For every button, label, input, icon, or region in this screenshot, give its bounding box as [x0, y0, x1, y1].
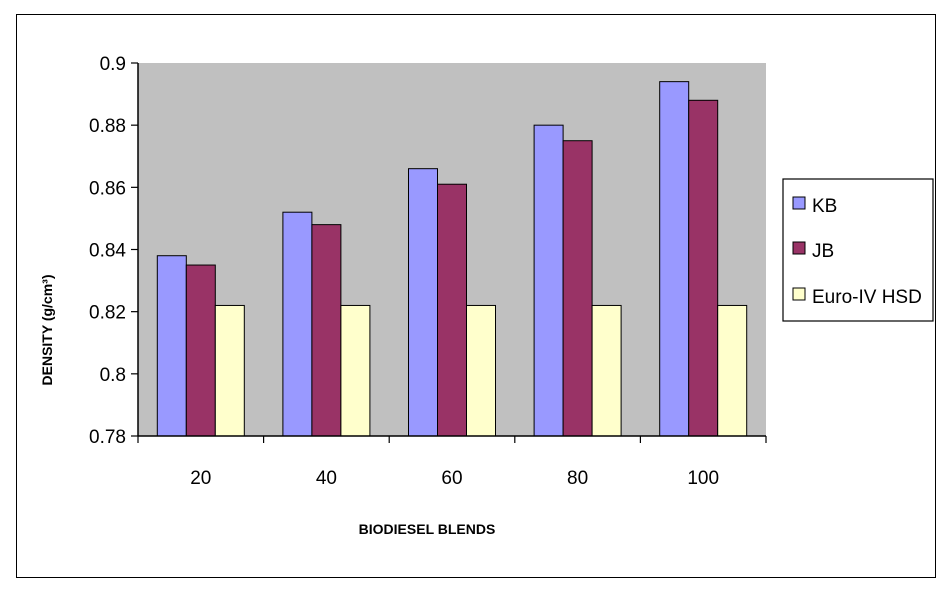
x-tick-label: 20	[190, 468, 211, 489]
bars-group	[156, 81, 748, 437]
legend-swatch	[792, 196, 806, 210]
y-tick-label: 0.86	[89, 178, 126, 199]
y-axis-title: DENSITY (g/cm³)	[39, 275, 55, 386]
y-tick-label: 0.78	[89, 427, 126, 448]
x-axis: 20 40 60 80 100	[137, 435, 767, 489]
bar-euro-iv-hsd-80	[591, 304, 622, 437]
bar-jb-60	[437, 183, 467, 437]
bar-euro-iv-hsd-60	[466, 304, 496, 437]
bar-kb-40	[282, 211, 313, 437]
legend-box	[782, 178, 934, 322]
bar-jb-80	[562, 140, 593, 437]
bar-euro-iv-hsd-40	[340, 304, 371, 437]
x-tick-label: 100	[687, 468, 719, 489]
y-tick-label: 0.9	[100, 54, 126, 75]
y-tick-label: 0.8	[100, 365, 126, 386]
bar-kb-80	[533, 124, 564, 437]
x-axis-title: BIODIESEL BLENDS	[359, 521, 496, 537]
bar-euro-iv-hsd-100	[717, 304, 748, 437]
legend-label: JB	[812, 241, 834, 262]
y-tick-label: 0.88	[89, 116, 126, 137]
bar-jb-40	[311, 224, 342, 437]
legend-items: KB JB Euro-IV HSD	[792, 196, 922, 308]
bar-kb-20	[156, 255, 187, 437]
x-tick-label: 80	[567, 468, 588, 489]
y-tick-label: 0.82	[89, 303, 126, 324]
bar-euro-iv-hsd-20	[214, 304, 245, 437]
bar-kb-60	[408, 168, 438, 437]
legend-label: Euro-IV HSD	[812, 287, 922, 308]
x-tick-label: 40	[316, 468, 337, 489]
legend-swatch	[792, 287, 806, 301]
y-tick-label: 0.84	[89, 241, 126, 262]
legend: KB JB Euro-IV HSD	[782, 178, 934, 322]
legend-label: KB	[812, 196, 837, 217]
y-axis: 0.78 0.8 0.82 0.84 0.86 0.88 0.9	[89, 54, 139, 448]
bar-kb-100	[659, 81, 690, 437]
x-tick-label: 60	[441, 468, 462, 489]
bar-jb-20	[185, 264, 216, 437]
chart-frame	[16, 14, 936, 578]
legend-swatch	[792, 241, 806, 255]
bar-jb-100	[688, 99, 719, 437]
